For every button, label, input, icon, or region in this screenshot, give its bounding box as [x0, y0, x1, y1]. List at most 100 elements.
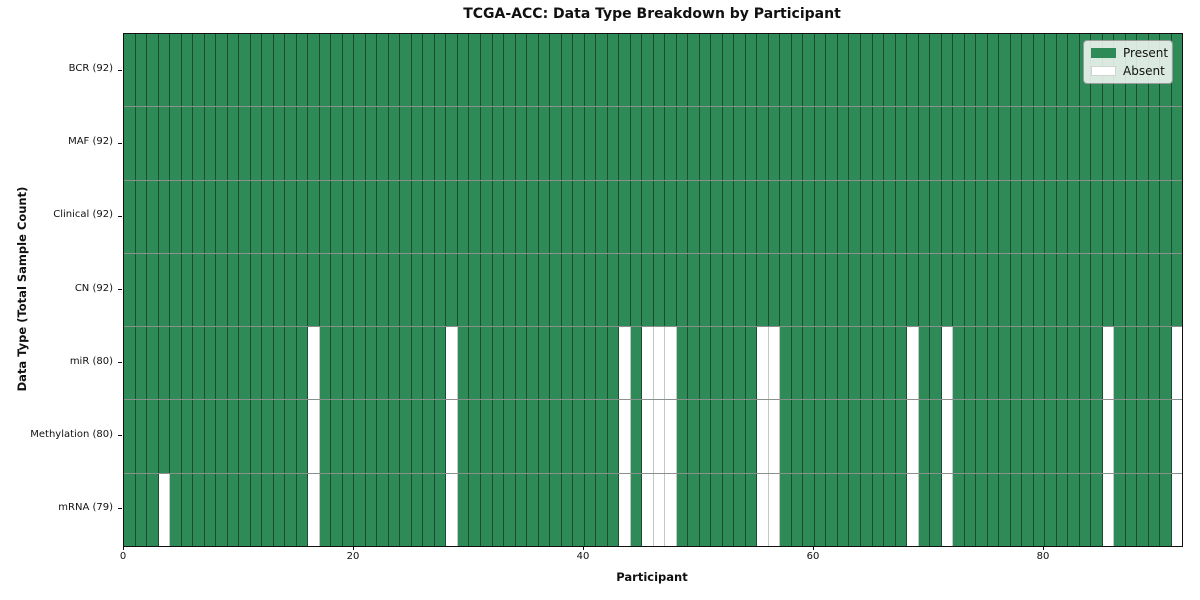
- cell: [135, 253, 148, 327]
- cell: [665, 253, 677, 327]
- cell: [331, 400, 343, 473]
- cell: [953, 180, 965, 253]
- cell: [584, 180, 597, 253]
- cell: [480, 400, 493, 473]
- cell: [780, 253, 792, 327]
- cell: [976, 473, 988, 546]
- cell: [884, 400, 896, 473]
- cell: [596, 107, 608, 180]
- cell: [124, 34, 136, 107]
- legend: Present Absent: [1083, 40, 1173, 84]
- cell: [699, 327, 712, 400]
- cell: [941, 473, 954, 546]
- cell: [849, 327, 861, 400]
- cell: [1079, 473, 1092, 546]
- cell: [653, 107, 666, 180]
- cell: [861, 253, 873, 327]
- x-tick-label: 60: [806, 551, 820, 562]
- cell: [273, 473, 286, 546]
- cell: [227, 107, 240, 180]
- cell: [423, 107, 435, 180]
- cell: [1010, 107, 1023, 180]
- cell: [181, 107, 194, 180]
- cell: [1091, 327, 1103, 400]
- cell: [1045, 473, 1057, 546]
- cell: [308, 34, 320, 107]
- cell: [987, 34, 1000, 107]
- cell: [400, 180, 412, 253]
- cell: [216, 327, 228, 400]
- cell: [976, 327, 988, 400]
- cell: [918, 107, 931, 180]
- cell: [515, 253, 528, 327]
- cell: [457, 400, 470, 473]
- cell: [411, 253, 424, 327]
- cell: [849, 180, 861, 253]
- cell: [642, 327, 654, 400]
- cell: [285, 34, 297, 107]
- cell: [722, 253, 735, 327]
- cell: [1160, 180, 1172, 253]
- cell: [147, 107, 159, 180]
- cell: [1045, 34, 1057, 107]
- cell: [976, 34, 988, 107]
- cell: [849, 34, 861, 107]
- cell: [342, 400, 355, 473]
- cell: [999, 180, 1011, 253]
- chart-title: TCGA-ACC: Data Type Breakdown by Partici…: [463, 6, 841, 22]
- cell: [964, 34, 977, 107]
- cell: [296, 473, 309, 546]
- cell: [619, 107, 631, 180]
- cell: [665, 473, 677, 546]
- cell: [170, 34, 182, 107]
- cell: [135, 327, 148, 400]
- cell: [987, 107, 1000, 180]
- cell: [1125, 253, 1138, 327]
- cell: [262, 473, 274, 546]
- cell: [319, 327, 332, 400]
- y-tick-label-BCR: BCR (92): [68, 63, 113, 75]
- cell: [619, 473, 631, 546]
- cell: [515, 107, 528, 180]
- cell: [930, 253, 942, 327]
- cell: [331, 327, 343, 400]
- cell: [803, 180, 815, 253]
- cell: [170, 327, 182, 400]
- cell: [1091, 107, 1103, 180]
- x-tick-label: 40: [576, 551, 590, 562]
- cell: [1125, 107, 1138, 180]
- heatmap-row-miR: [124, 327, 1183, 401]
- cell: [630, 400, 643, 473]
- cell: [480, 473, 493, 546]
- cell: [319, 253, 332, 327]
- cell: [999, 327, 1011, 400]
- cell: [734, 34, 746, 107]
- legend-label-present: Present: [1123, 46, 1169, 60]
- cell: [1160, 107, 1172, 180]
- cell: [768, 34, 781, 107]
- cell: [999, 253, 1011, 327]
- cell: [457, 34, 470, 107]
- cell: [1033, 180, 1046, 253]
- cell: [757, 180, 769, 253]
- cell: [469, 34, 481, 107]
- cell: [400, 327, 412, 400]
- cell: [1102, 107, 1115, 180]
- cell: [1160, 473, 1172, 546]
- cell: [469, 327, 481, 400]
- cell: [1068, 327, 1080, 400]
- cell: [676, 34, 689, 107]
- cell: [711, 327, 723, 400]
- cell: [504, 327, 516, 400]
- cell: [319, 34, 332, 107]
- cell: [216, 180, 228, 253]
- cell: [837, 400, 850, 473]
- cell: [446, 107, 458, 180]
- cell: [296, 327, 309, 400]
- cell: [538, 253, 551, 327]
- cell: [227, 327, 240, 400]
- cell: [918, 473, 931, 546]
- cell: [147, 34, 159, 107]
- cell: [400, 473, 412, 546]
- cell: [607, 400, 620, 473]
